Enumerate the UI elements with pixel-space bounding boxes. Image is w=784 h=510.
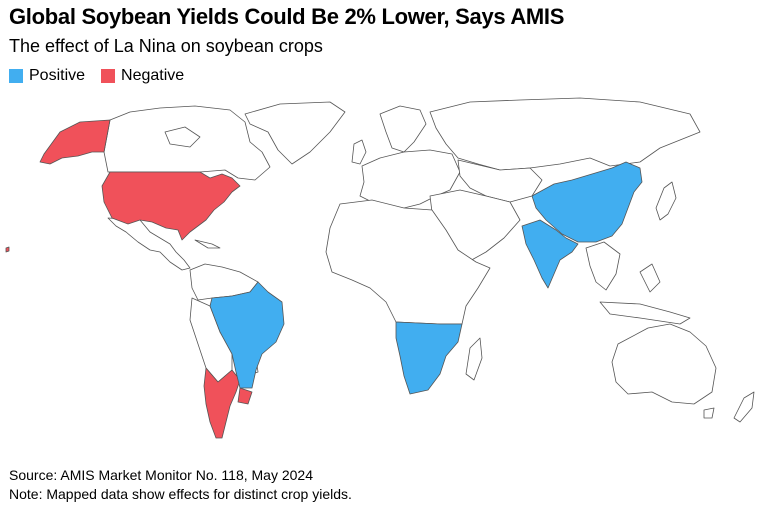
source-note: Source: AMIS Market Monitor No. 118, May… bbox=[9, 467, 313, 483]
madagascar-shape bbox=[465, 337, 483, 381]
russia-shape bbox=[429, 97, 701, 171]
world-map bbox=[0, 92, 784, 462]
chart-title: Global Soybean Yields Could Be 2% Lower,… bbox=[9, 4, 565, 29]
legend-item-negative: Negative bbox=[101, 67, 184, 85]
data-note: Note: Mapped data show effects for disti… bbox=[9, 486, 352, 502]
greenland-shape bbox=[244, 101, 346, 165]
india-shape bbox=[521, 219, 579, 289]
australia-shape bbox=[611, 323, 717, 405]
legend-swatch-positive bbox=[9, 69, 23, 83]
legend-swatch-negative bbox=[101, 69, 116, 83]
brazil-shape bbox=[209, 281, 285, 389]
china-shape bbox=[531, 161, 643, 243]
scandinavia-shape bbox=[379, 105, 427, 153]
legend-item-positive: Positive bbox=[9, 67, 85, 85]
argentina-shape bbox=[203, 367, 241, 439]
japan-shape bbox=[655, 181, 677, 221]
uk-shape bbox=[351, 139, 367, 165]
legend-label-positive: Positive bbox=[29, 67, 86, 84]
legend-label-negative: Negative bbox=[121, 67, 185, 84]
new-zealand-shape bbox=[733, 391, 755, 423]
chart-subtitle: The effect of La Nina on soybean crops bbox=[9, 36, 323, 56]
hawaii-shape bbox=[5, 246, 10, 253]
southeast-asia-shape bbox=[585, 241, 621, 291]
indonesia-shape bbox=[599, 301, 691, 325]
africa-shape bbox=[325, 199, 491, 325]
central-asia-shape bbox=[457, 159, 543, 203]
legend: Positive Negative bbox=[9, 67, 194, 85]
mexico-shape bbox=[107, 217, 191, 271]
alaska-shape bbox=[39, 119, 111, 165]
uruguay-shape bbox=[237, 387, 253, 405]
footer: Source: AMIS Market Monitor No. 118, May… bbox=[9, 466, 352, 504]
southern-africa-shape bbox=[395, 321, 463, 395]
usa-shape bbox=[101, 171, 241, 241]
